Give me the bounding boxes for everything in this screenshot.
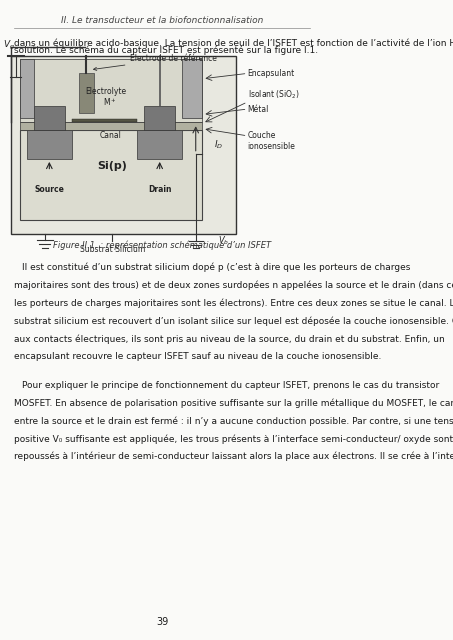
- FancyBboxPatch shape: [137, 131, 182, 159]
- FancyBboxPatch shape: [144, 106, 175, 131]
- Text: Electrode de référence: Electrode de référence: [94, 54, 217, 70]
- Text: positive V₀ suffisante est appliquée, les trous présents à l’interface semi-cond: positive V₀ suffisante est appliquée, le…: [14, 434, 453, 444]
- Text: Isolant (SiO$_2$): Isolant (SiO$_2$): [247, 88, 299, 101]
- FancyBboxPatch shape: [20, 59, 202, 122]
- Text: encapsulant recouvre le capteur ISFET sauf au niveau de la couche ionosensible.: encapsulant recouvre le capteur ISFET sa…: [14, 352, 381, 361]
- Text: II. Le transducteur et la biofonctionnalisation: II. Le transducteur et la biofonctionnal…: [61, 16, 264, 25]
- Text: MOSFET. En absence de polarisation positive suffisante sur la grille métallique : MOSFET. En absence de polarisation posit…: [14, 398, 453, 408]
- Text: Il est constitué d’un substrat silicium dopé p (c’est à dire que les porteurs de: Il est constitué d’un substrat silicium …: [22, 262, 411, 272]
- FancyBboxPatch shape: [11, 56, 236, 234]
- Text: Encapsulant: Encapsulant: [247, 69, 295, 78]
- FancyBboxPatch shape: [20, 131, 202, 220]
- Text: $I_D$: $I_D$: [214, 138, 223, 151]
- Text: entre la source et le drain est fermé : il n’y a aucune conduction possible. Par: entre la source et le drain est fermé : …: [14, 416, 453, 426]
- Text: Si(p): Si(p): [97, 161, 127, 171]
- Text: 39: 39: [156, 617, 169, 627]
- Text: majoritaires sont des trous) et de deux zones surdopées n appelées la source et : majoritaires sont des trous) et de deux …: [14, 280, 453, 290]
- Text: Electrolyte: Electrolyte: [85, 87, 126, 96]
- Text: Substrat Silicium: Substrat Silicium: [80, 244, 145, 253]
- Text: les porteurs de charges majoritaires sont les électrons). Entre ces deux zones s: les porteurs de charges majoritaires son…: [14, 298, 453, 308]
- Text: Figure II.1. : représentation schématique d’un ISFET: Figure II.1. : représentation schématiqu…: [53, 241, 271, 250]
- Text: $V_b$: $V_b$: [218, 235, 229, 248]
- FancyBboxPatch shape: [20, 59, 34, 118]
- Text: solution. Le schéma du capteur ISFET est présenté sur la figure I.1.: solution. Le schéma du capteur ISFET est…: [14, 46, 318, 56]
- Text: Source: Source: [34, 185, 64, 194]
- Text: Métal: Métal: [247, 104, 269, 113]
- Text: dans un équilibre acido-basique. La tension de seuil de l’ISFET est fonction de : dans un équilibre acido-basique. La tens…: [14, 38, 453, 48]
- FancyBboxPatch shape: [34, 106, 65, 131]
- FancyBboxPatch shape: [20, 122, 202, 131]
- FancyBboxPatch shape: [182, 59, 202, 118]
- Text: ionosensible: ionosensible: [247, 142, 295, 151]
- Text: $V_g$: $V_g$: [3, 39, 15, 52]
- FancyBboxPatch shape: [72, 119, 137, 122]
- Text: Canal: Canal: [99, 131, 121, 140]
- Text: aux contacts électriques, ils sont pris au niveau de la source, du drain et du s: aux contacts électriques, ils sont pris …: [14, 334, 445, 344]
- Text: Pour expliquer le principe de fonctionnement du capteur ISFET, prenons le cas du: Pour expliquer le principe de fonctionne…: [22, 381, 439, 390]
- Text: Drain: Drain: [148, 185, 171, 194]
- Text: repoussés à l’intérieur de semi-conducteur laissant alors la place aux électrons: repoussés à l’intérieur de semi-conducte…: [14, 452, 453, 461]
- FancyBboxPatch shape: [79, 74, 94, 113]
- Text: Couche: Couche: [247, 131, 276, 140]
- FancyBboxPatch shape: [27, 131, 72, 159]
- Text: M$^+$: M$^+$: [103, 96, 117, 108]
- Text: substrat silicium est recouvert d’un isolant silice sur lequel est déposée la co: substrat silicium est recouvert d’un iso…: [14, 316, 453, 326]
